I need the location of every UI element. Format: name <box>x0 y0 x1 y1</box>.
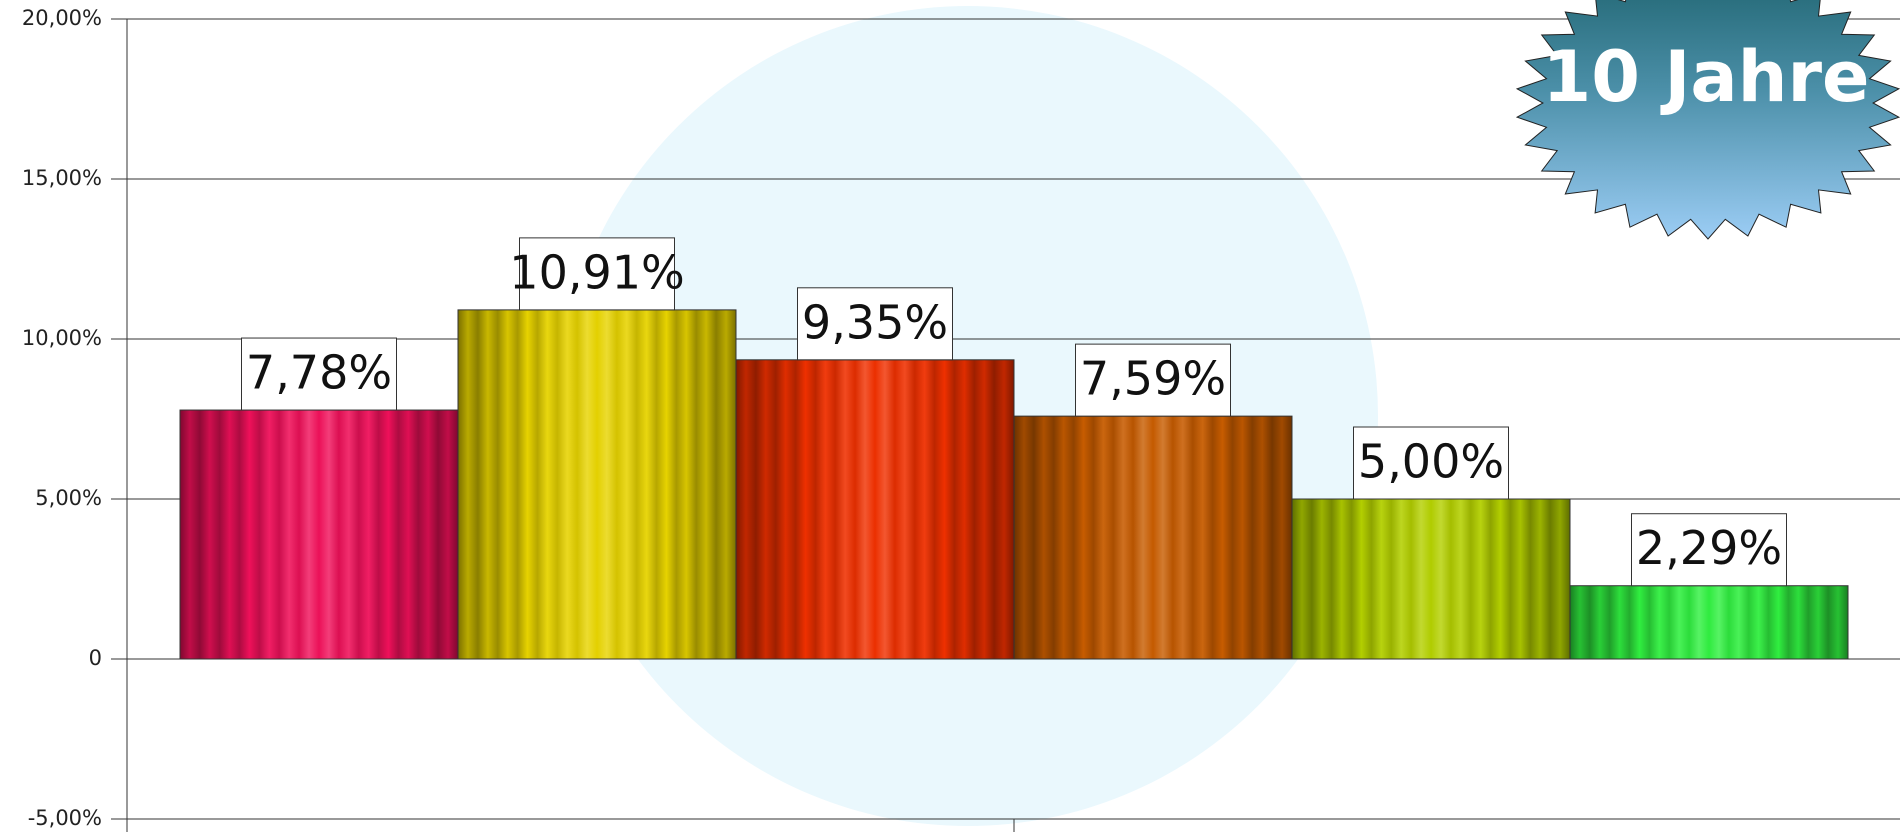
value-label-box <box>1353 426 1509 500</box>
bar <box>179 409 459 660</box>
y-tick-label: 10,00% <box>22 326 102 350</box>
y-tick-label: 0 <box>89 646 102 670</box>
y-tick-label: 5,00% <box>35 486 102 510</box>
bar <box>1569 585 1849 660</box>
value-label: 10,91% <box>509 245 684 299</box>
badge <box>1515 0 1900 240</box>
bar <box>457 309 737 660</box>
value-label-box <box>1631 513 1787 587</box>
bar <box>735 359 1015 660</box>
value-label: 5,00% <box>1358 435 1504 489</box>
value-label: 7,78% <box>246 346 392 400</box>
value-label-box <box>241 337 397 411</box>
y-tick-label: 20,00% <box>22 6 102 30</box>
y-tick-label: 15,00% <box>22 166 102 190</box>
y-tick-label: -5,00% <box>28 806 102 830</box>
value-label: 2,29% <box>1636 521 1782 575</box>
value-label: 9,35% <box>802 295 948 349</box>
value-label-box <box>1075 343 1231 417</box>
value-label-box <box>797 287 953 361</box>
badge-shape <box>1515 0 1900 240</box>
value-label: 7,59% <box>1080 352 1226 406</box>
value-label-box <box>519 237 675 311</box>
bar <box>1013 415 1293 660</box>
bar <box>1291 498 1571 660</box>
badge-text: 10 Jahre <box>1543 36 1870 118</box>
